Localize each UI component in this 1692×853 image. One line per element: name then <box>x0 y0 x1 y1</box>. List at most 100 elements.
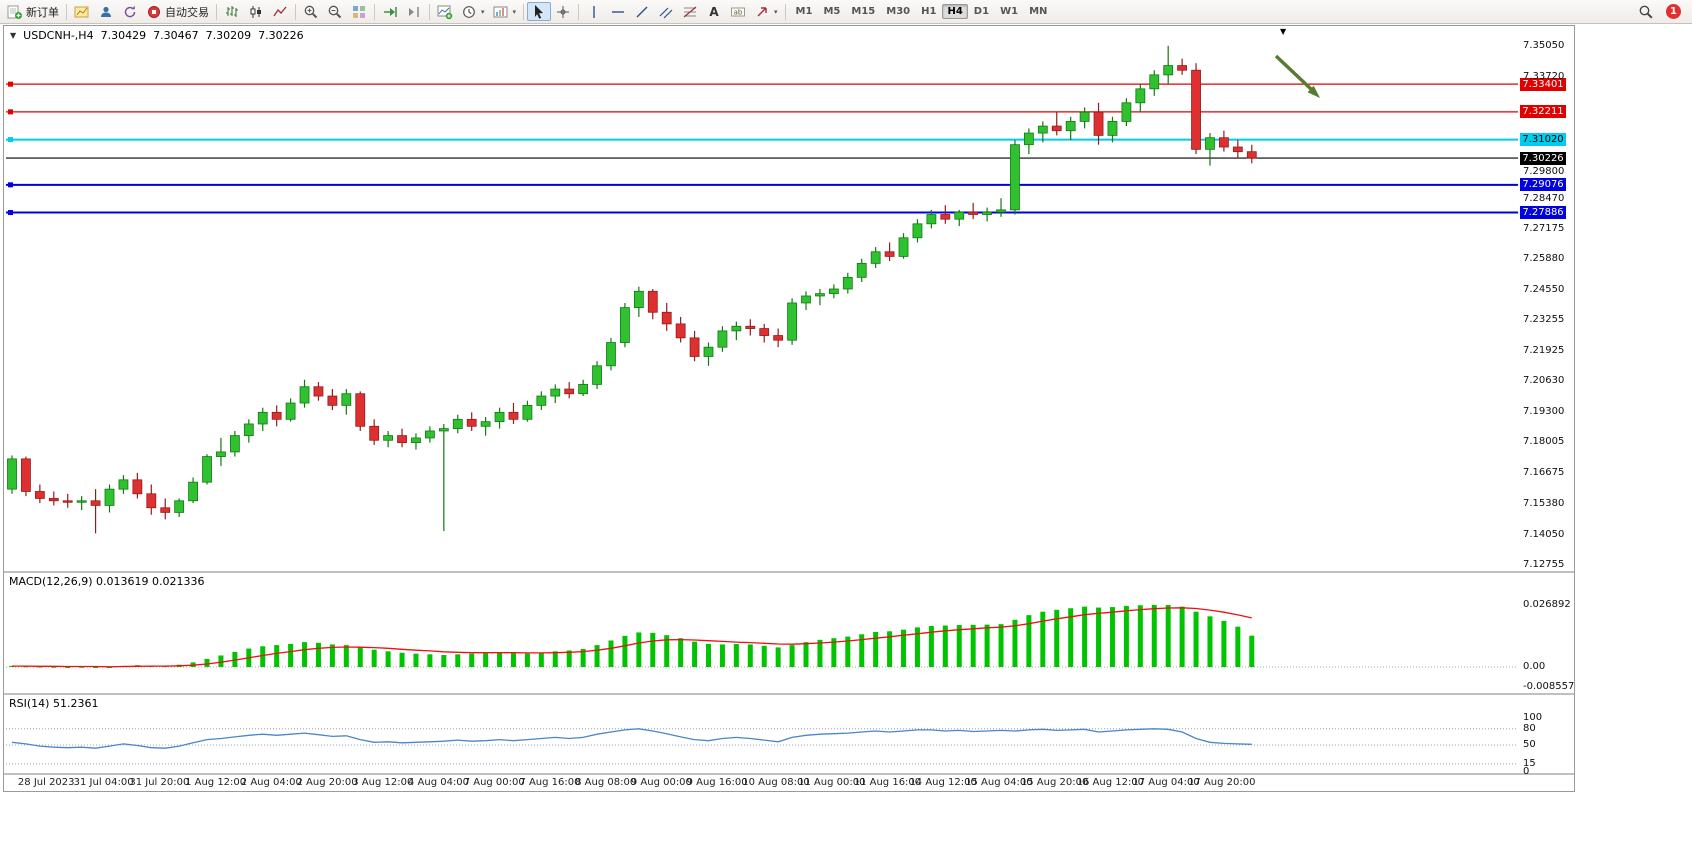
separator <box>784 3 786 20</box>
timeframe-m15-button[interactable]: M15 <box>851 6 876 17</box>
line-chart-button[interactable] <box>268 2 292 21</box>
ohlc-open: 7.30429 <box>100 29 147 42</box>
macd-values: 0.013619 0.021336 <box>96 575 205 588</box>
time-axis-label: 31 Jul 04:00 <box>73 777 134 788</box>
search-button[interactable] <box>1634 2 1658 21</box>
timeframe-h1-button[interactable]: H1 <box>921 6 937 17</box>
notification-badge[interactable]: 1 <box>1666 4 1681 19</box>
chart-title: USDCNH-,H4 <box>23 29 94 42</box>
chart-window: ▼ USDCNH-,H4 7.30429 7.30467 7.30209 7.3… <box>3 25 1575 792</box>
auto-scroll-button[interactable] <box>378 2 402 21</box>
price-axis-label: 7.20630 <box>1523 375 1565 387</box>
time-axis-label: 4 Aug 04:00 <box>407 777 470 788</box>
horizontal-line-button[interactable] <box>606 2 630 21</box>
chart-shift-button[interactable] <box>402 2 426 21</box>
crosshair-button[interactable] <box>551 2 575 21</box>
vertical-line-icon <box>593 5 595 18</box>
toolbar-right: 1 <box>1634 2 1689 21</box>
price-axis-label: 7.12755 <box>1523 558 1565 570</box>
timeframe-d1-button[interactable]: D1 <box>973 6 990 17</box>
time-axis-label: 2 Aug 04:00 <box>240 777 302 788</box>
refresh-button[interactable] <box>118 2 142 21</box>
price-axis-label: 7.15380 <box>1523 497 1565 509</box>
new-order-label: 新订单 <box>26 5 59 19</box>
annotation-arrow-icon <box>1307 85 1320 98</box>
fibonacci-icon <box>683 6 697 17</box>
rsi-axis-label: 50 <box>1523 739 1536 750</box>
timeframe-h4-button[interactable]: H4 <box>942 4 968 19</box>
ohlc-close: 7.30226 <box>258 29 304 42</box>
chevron-down-icon: ▾ <box>512 7 517 16</box>
time-axis-label: 2 Aug 20:00 <box>296 777 358 788</box>
indicators-button[interactable] <box>433 2 457 21</box>
bar-chart-button[interactable] <box>220 2 244 21</box>
price-axis-label: 7.25880 <box>1523 253 1565 265</box>
time-axis-label: 16 Aug 12:00 <box>1076 777 1145 788</box>
search-icon <box>1639 5 1653 19</box>
timeframe-w1-button[interactable]: W1 <box>1000 6 1019 17</box>
profiles-button[interactable] <box>94 2 118 21</box>
zoom-out-button[interactable] <box>323 2 347 21</box>
vertical-line-button[interactable] <box>582 2 606 21</box>
cursor-button[interactable] <box>527 2 552 21</box>
candlestick-series <box>7 45 1257 534</box>
macd-axis-label: 0.026892 <box>1523 599 1571 611</box>
zoom-out-icon <box>328 5 342 18</box>
price-axis-label: 7.18005 <box>1523 436 1565 448</box>
crosshair-icon <box>557 5 570 18</box>
time-axis-label: 11 Aug 16:00 <box>853 777 922 788</box>
candlestick-chart-button[interactable] <box>244 2 268 21</box>
text-label-icon: ab <box>731 7 746 16</box>
charts-icon <box>74 6 89 17</box>
price-axis-label: 7.28470 <box>1523 192 1565 204</box>
text-label-button[interactable]: ab <box>726 2 750 21</box>
zoom-in-button[interactable] <box>299 2 323 21</box>
price-axis-label: 7.33720 <box>1523 70 1565 82</box>
line-chart-icon <box>273 6 287 16</box>
profiles-icon <box>101 6 111 17</box>
chart-shift-icon <box>409 6 419 17</box>
price-axis-label: 7.23255 <box>1523 314 1565 326</box>
autotrading-button[interactable]: 自动交易 <box>142 2 213 21</box>
time-axis-label: 9 Aug 00:00 <box>630 777 692 788</box>
chart-canvas[interactable] <box>4 26 1574 791</box>
price-axis-label: 7.35050 <box>1523 39 1565 51</box>
arrows-button[interactable]: ▾ <box>750 2 782 21</box>
bar-chart-icon <box>226 5 238 17</box>
time-axis-label: 31 Jul 20:00 <box>129 777 190 788</box>
rsi-axis-label: 15 <box>1523 757 1536 769</box>
new-order-button[interactable]: 新订单 <box>3 2 63 21</box>
trendline-button[interactable] <box>630 2 654 21</box>
trend-line-icon <box>636 6 648 17</box>
time-marker-icon: ▼ <box>1280 27 1287 36</box>
templates-button[interactable]: ▾ <box>489 2 521 21</box>
separator <box>523 3 525 20</box>
channel-button[interactable] <box>654 2 678 21</box>
time-axis-label: 17 Aug 20:00 <box>1188 777 1256 788</box>
ohlc-high: 7.30467 <box>153 29 199 42</box>
ohlc-low: 7.30209 <box>205 29 252 42</box>
tile-windows-button[interactable] <box>347 2 371 21</box>
chevron-down-icon: ▾ <box>481 7 485 16</box>
chevron-down-icon: ▾ <box>774 7 778 16</box>
fibonacci-button[interactable] <box>678 2 702 21</box>
collapse-icon[interactable]: ▼ <box>10 31 17 40</box>
charts-button[interactable] <box>70 2 94 21</box>
timeframe-m1-button[interactable]: M1 <box>795 6 813 17</box>
timeframe-mn-button[interactable]: MN <box>1029 6 1048 17</box>
timeframe-toolbar: M1 M5 M15 M30 H1 H4 D1 W1 MN <box>791 4 1053 19</box>
periods-button[interactable]: ▾ <box>457 2 489 21</box>
time-axis-label: 9 Aug 16:00 <box>686 777 748 788</box>
current-price-line-badge: 7.30226 <box>1520 151 1566 165</box>
rsi-pane-label: RSI(14) 51.2361 <box>9 697 98 710</box>
text-button[interactable]: A <box>702 2 726 21</box>
rsi-value: 51.2361 <box>52 697 99 710</box>
time-axis-label: 8 Aug 08:00 <box>575 777 637 788</box>
time-axis-label: 15 Aug 04:00 <box>965 777 1033 788</box>
timeframe-m5-button[interactable]: M5 <box>823 6 841 17</box>
time-axis-label: 17 Aug 04:00 <box>1132 777 1200 788</box>
svg-text:A: A <box>709 5 719 19</box>
price-axis-label: 7.29800 <box>1523 165 1565 177</box>
separator <box>295 3 296 20</box>
timeframe-m30-button[interactable]: M30 <box>886 6 911 17</box>
